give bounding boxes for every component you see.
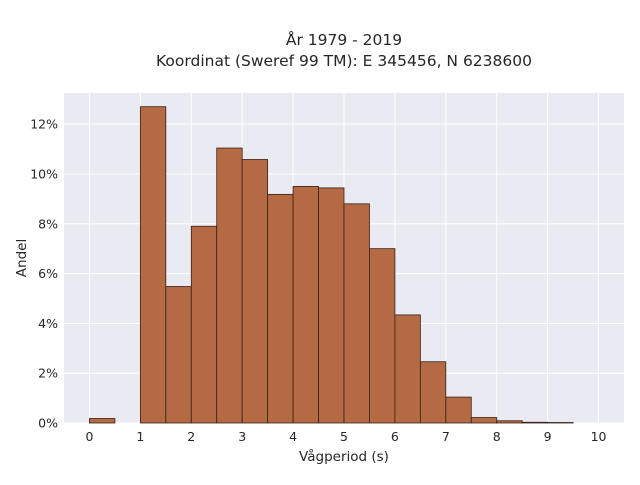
histogram-bar — [522, 422, 547, 423]
histogram-bar — [446, 397, 471, 423]
histogram-bar — [166, 287, 191, 423]
histogram-bar — [344, 204, 369, 423]
histogram-bar — [471, 418, 496, 423]
x-tick-label: 6 — [391, 429, 399, 444]
y-tick-label: 4% — [38, 316, 58, 331]
x-tick-label: 7 — [442, 429, 450, 444]
y-tick-label: 10% — [30, 166, 58, 181]
y-tick-label: 6% — [38, 266, 58, 281]
x-tick-label: 3 — [238, 429, 246, 444]
y-tick-label: 8% — [38, 216, 58, 231]
x-tick-label: 9 — [544, 429, 552, 444]
histogram-bar — [369, 249, 394, 423]
histogram-bar — [268, 194, 293, 423]
y-axis-ticks: 0% 2% 4% 6% 8% 10% 12% — [30, 117, 58, 431]
chart-title-line-1: År 1979 - 2019 — [286, 30, 402, 49]
histogram-bar — [217, 148, 242, 423]
x-tick-label: 4 — [289, 429, 297, 444]
y-tick-label: 0% — [38, 416, 58, 431]
x-tick-label: 10 — [591, 429, 607, 444]
y-axis-label: Andel — [14, 239, 30, 277]
histogram-bar — [395, 315, 420, 423]
x-axis-label: Vågperiod (s) — [299, 448, 389, 465]
histogram-bar — [140, 107, 165, 423]
x-tick-label: 5 — [340, 429, 348, 444]
histogram-bar — [497, 421, 522, 423]
x-tick-label: 8 — [493, 429, 501, 444]
y-tick-label: 12% — [30, 117, 58, 132]
chart-title-line-2: Koordinat (Sweref 99 TM): E 345456, N 62… — [156, 52, 532, 70]
x-tick-label: 0 — [85, 429, 93, 444]
histogram-bar — [420, 362, 445, 423]
histogram-bar — [319, 188, 344, 423]
y-tick-label: 2% — [38, 366, 58, 381]
x-axis-ticks: 0 1 2 3 4 5 6 7 8 9 10 — [85, 429, 606, 444]
histogram-bar — [242, 159, 267, 423]
histogram-bar — [191, 226, 216, 423]
x-tick-label: 1 — [136, 429, 144, 444]
histogram-bar — [293, 186, 318, 423]
x-tick-label: 2 — [187, 429, 195, 444]
histogram-bar — [89, 419, 114, 423]
